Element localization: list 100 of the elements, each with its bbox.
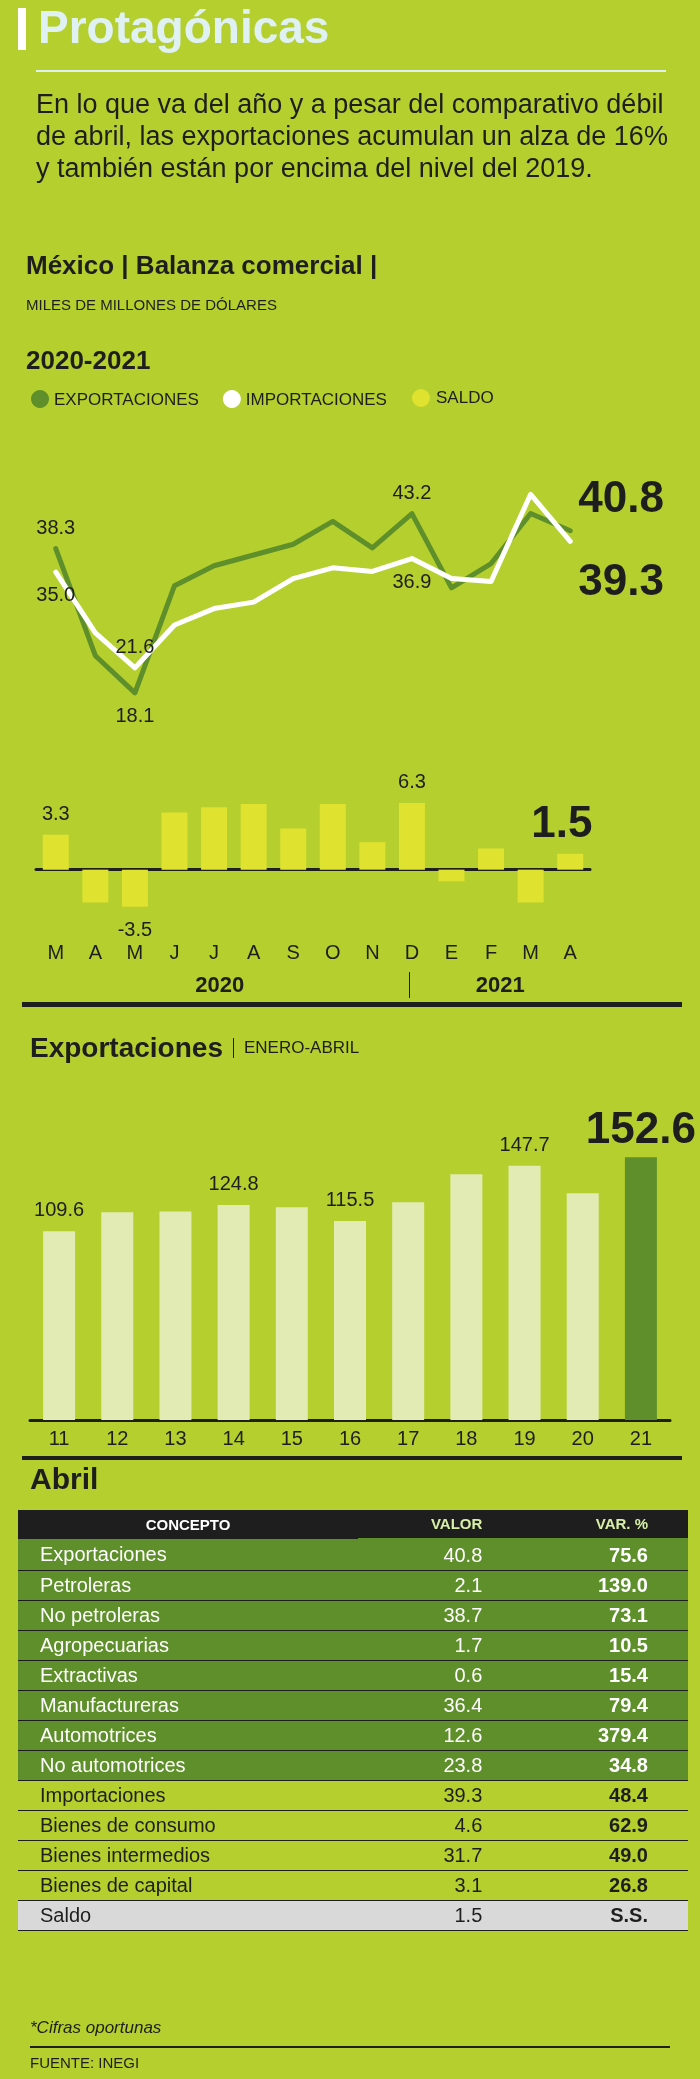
x-tick-label: M: [522, 941, 539, 963]
data-label: 34.8: [522, 1750, 688, 1780]
bar: [217, 1205, 250, 1420]
x-tick-label: F: [484, 941, 498, 963]
data-label: 26.8: [522, 1870, 688, 1900]
category-label: Manufactureras: [18, 1690, 358, 1720]
data-label: 62.9: [522, 1810, 688, 1840]
category-label: Petroleras: [18, 1570, 358, 1600]
bar: [478, 848, 505, 870]
data-label: 1.5: [531, 797, 593, 847]
category-label: Saldo: [18, 1900, 358, 1930]
text: 2020-2021: [26, 345, 151, 376]
x-tick-label: 18: [455, 1427, 478, 1449]
data-label: 3.3: [41, 801, 70, 824]
chart-subtitle: En lo que va del año y a pesar del comparativo débil de abril, las exportaciones acumulan un alza de 16% y también están por encima del nivel del 2019.: [36, 88, 669, 184]
text: *Cifras oportunas: [30, 2018, 162, 2038]
category-label: No automotrices: [18, 1750, 358, 1780]
x-tick-label: M: [47, 941, 65, 963]
series-label: VALOR: [358, 1510, 523, 1539]
chart-title: Protagónicas: [38, 0, 330, 54]
bar: [101, 1212, 134, 1420]
bar: [161, 812, 188, 870]
legend-label: SALDO: [436, 388, 494, 408]
x-tick-label: 20: [571, 1427, 594, 1449]
data-label: 147.7: [499, 1132, 550, 1155]
x-tick-label: N: [365, 941, 380, 963]
x-tick-label: 15: [280, 1427, 303, 1449]
category-label: Bienes de consumo: [18, 1810, 358, 1840]
bar: [201, 807, 228, 870]
category-label: Importaciones: [18, 1780, 358, 1810]
data-label: 379.4: [522, 1720, 688, 1750]
data-label: 15.4: [522, 1660, 688, 1690]
bar: [334, 1221, 366, 1420]
data-label: -3.5: [117, 917, 153, 940]
x-tick-label: A: [246, 941, 261, 963]
legend-label: IMPORTACIONES: [245, 389, 387, 409]
bar: [566, 1193, 599, 1420]
x-tick-label: J: [169, 941, 180, 963]
data-label: 31.7: [358, 1840, 523, 1870]
data-label: 3.1: [358, 1870, 523, 1900]
bar: [508, 1165, 541, 1420]
x-tick-label: J: [209, 941, 220, 963]
category-label: Bienes de capital: [18, 1870, 358, 1900]
x-tick-label: 12: [106, 1427, 129, 1449]
x-tick-label: 16: [338, 1427, 362, 1449]
data-label: 12.6: [358, 1720, 523, 1750]
bar: [121, 869, 148, 907]
data-label: 38.7: [358, 1600, 523, 1630]
data-label: 36.4: [358, 1690, 523, 1720]
data-label: 109.6: [34, 1198, 85, 1221]
data-label: 0.6: [358, 1660, 523, 1690]
series-label: VAR. %: [522, 1510, 688, 1539]
data-label: 40.8: [578, 472, 664, 522]
bar: [438, 869, 465, 882]
data-label: 115.5: [325, 1188, 375, 1211]
bar: [82, 869, 109, 903]
category-label: Bienes intermedios: [18, 1840, 358, 1870]
x-tick-label: M: [126, 941, 144, 963]
data-label: 10.5: [522, 1630, 688, 1660]
data-label: 39.3: [358, 1780, 523, 1810]
data-label: 21.6: [115, 634, 155, 657]
bar: [398, 802, 425, 870]
x-tick-label: S: [286, 941, 300, 963]
x-tick-label: A: [88, 941, 103, 963]
data-label: 2.1: [358, 1570, 523, 1600]
category-label: Exportaciones: [18, 1539, 358, 1570]
data-label: 1.7: [358, 1630, 523, 1660]
data-label: 79.4: [522, 1690, 688, 1720]
bar: [42, 834, 69, 870]
bar: [557, 853, 584, 870]
bar: [450, 1174, 483, 1420]
x-tick-label: O: [325, 941, 341, 963]
data-label: 73.1: [522, 1600, 688, 1630]
bar: [392, 1202, 425, 1420]
bar: [359, 842, 386, 870]
legend-label: EXPORTACIONES: [54, 389, 199, 409]
bar: [240, 804, 267, 870]
text: 2021: [474, 972, 526, 998]
data-label: S.S.: [522, 1900, 688, 1930]
x-tick-label: 14: [222, 1427, 245, 1449]
data-label: 40.8: [358, 1539, 523, 1570]
chart-title: Exportaciones: [30, 1032, 223, 1064]
data-label: 139.0: [522, 1570, 688, 1600]
data-label: 124.8: [208, 1172, 259, 1195]
bar: [280, 828, 307, 870]
x-tick-label: 11: [48, 1427, 70, 1449]
x-tick-label: 13: [164, 1427, 187, 1449]
x-tick-label: 19: [513, 1427, 536, 1449]
category-label: Extractivas: [18, 1660, 358, 1690]
data-label: 4.6: [358, 1810, 523, 1840]
x-tick-label: E: [444, 941, 459, 963]
category-label: Automotrices: [18, 1720, 358, 1750]
bar: [43, 1231, 76, 1420]
category-label: No petroleras: [18, 1600, 358, 1630]
data-label: 38.3: [36, 515, 76, 538]
bar: [517, 869, 544, 903]
text: MILES DE MILLONES DE DÓLARES: [26, 296, 277, 313]
text: CONCEPTO: [18, 1510, 358, 1539]
bar: [624, 1157, 657, 1420]
text: México | Balanza comercial |: [26, 250, 378, 281]
